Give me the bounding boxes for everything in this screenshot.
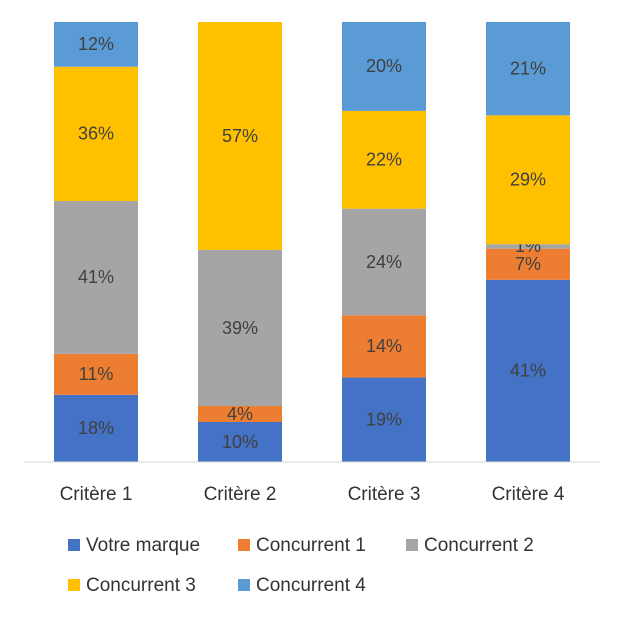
data-label: 7% bbox=[515, 254, 541, 274]
bar-segment bbox=[54, 200, 138, 354]
bar-segment bbox=[486, 244, 570, 249]
data-label: 12% bbox=[78, 34, 114, 54]
bar-segment bbox=[198, 406, 282, 422]
data-label: 22% bbox=[366, 150, 402, 170]
legend-swatch bbox=[238, 539, 250, 551]
data-label: 57% bbox=[222, 126, 258, 146]
bar-segment bbox=[486, 248, 570, 280]
data-label: 10% bbox=[222, 432, 258, 452]
data-label: 21% bbox=[510, 58, 546, 78]
bar-segment bbox=[342, 315, 426, 378]
bar-segment bbox=[486, 279, 570, 462]
bar-segment bbox=[342, 377, 426, 462]
bar-segment bbox=[342, 22, 426, 111]
data-label: 19% bbox=[366, 410, 402, 430]
data-label: 41% bbox=[78, 267, 114, 287]
data-label: 39% bbox=[222, 318, 258, 338]
bar-segment bbox=[54, 353, 138, 395]
x-tick-label: Critère 3 bbox=[348, 484, 421, 505]
data-label: 4% bbox=[227, 404, 253, 424]
data-label: 14% bbox=[366, 336, 402, 356]
legend-label: Concurrent 4 bbox=[256, 575, 366, 596]
bar-segment bbox=[486, 22, 570, 116]
legend-label: Concurrent 2 bbox=[424, 535, 534, 556]
bar-segment bbox=[54, 22, 138, 67]
bar-segment bbox=[198, 250, 282, 406]
bar-segment bbox=[486, 115, 570, 245]
data-label: 18% bbox=[78, 418, 114, 438]
bar-segment bbox=[342, 110, 426, 209]
legend-swatch bbox=[406, 539, 418, 551]
x-tick-label: Critère 4 bbox=[492, 484, 565, 505]
data-label: 20% bbox=[366, 56, 402, 76]
bar-segment bbox=[54, 394, 138, 462]
legend-label: Concurrent 3 bbox=[86, 575, 196, 596]
bar-segment bbox=[342, 208, 426, 316]
bar-segment bbox=[198, 422, 282, 462]
data-label: 29% bbox=[510, 170, 546, 190]
legend-swatch bbox=[238, 579, 250, 591]
data-label: 24% bbox=[366, 252, 402, 272]
x-tick-label: Critère 1 bbox=[60, 484, 133, 505]
data-label: 11% bbox=[79, 364, 114, 384]
legend-swatch bbox=[68, 579, 80, 591]
legend-label: Votre marque bbox=[86, 535, 200, 556]
bar-segment bbox=[54, 66, 138, 201]
legend-label: Concurrent 1 bbox=[256, 535, 366, 556]
bar-segment bbox=[198, 22, 282, 250]
data-label: 36% bbox=[78, 124, 114, 144]
x-tick-label: Critère 2 bbox=[204, 484, 277, 505]
data-label: 41% bbox=[510, 361, 546, 381]
legend-swatch bbox=[68, 539, 80, 551]
